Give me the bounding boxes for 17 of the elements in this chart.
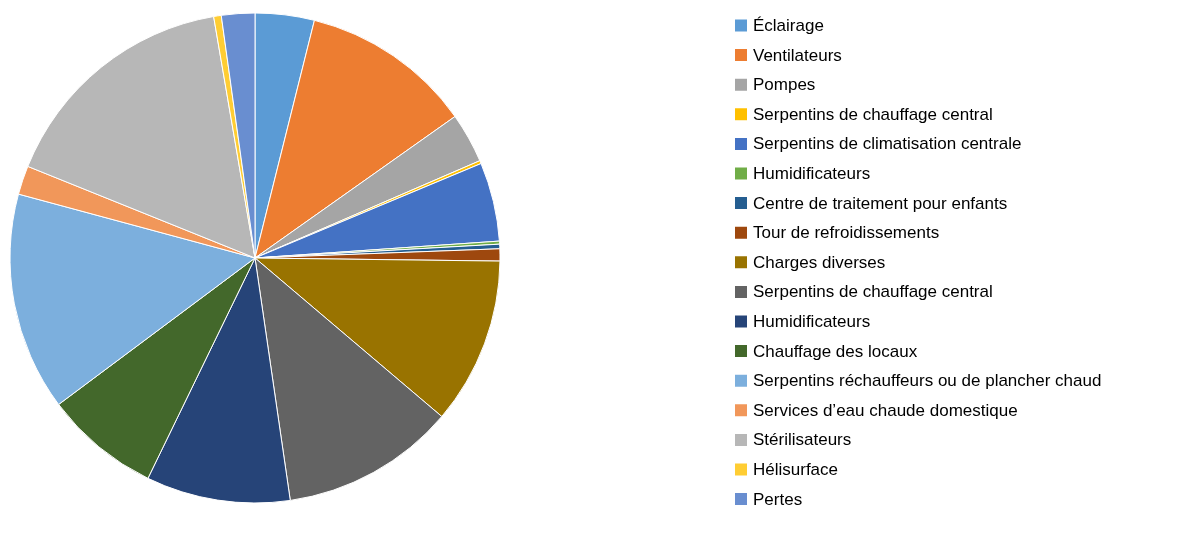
legend-label: Serpentins de climatisation centrale [753,134,1022,154]
legend-label: Serpentins de chauffage central [753,282,993,302]
legend-label: Pompes [753,75,816,95]
legend-label: Stérilisateurs [753,430,852,450]
legend-label: Tour de refroidissements [753,223,940,243]
legend-label: Serpentins réchauffeurs ou de plancher chaud [753,371,1102,391]
legend-label: Serpentins de chauffage central [753,104,993,124]
legend-label: Services d’eau chaude domestique [753,400,1018,420]
legend-label: Ventilateurs [753,45,842,65]
legend-label: Hélisurface [753,460,839,479]
legend-label: Charges diverses [753,252,886,272]
legend-label: Humidificateurs [753,164,871,183]
legend-label: Chauffage des locaux [753,341,918,361]
legend-label: Humidificateurs [753,312,871,331]
legend-label: Centre de traitement pour enfants [753,193,1008,213]
legend-label: Éclairage [753,16,824,35]
legend-label: Pertes [753,489,803,509]
